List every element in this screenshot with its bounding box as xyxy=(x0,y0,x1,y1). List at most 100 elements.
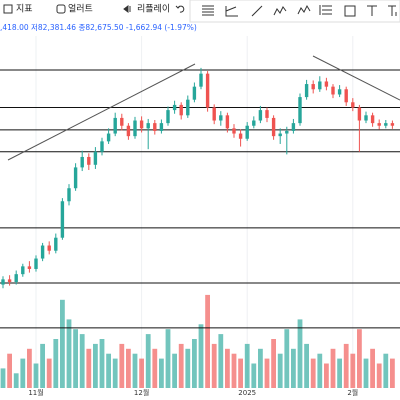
candle-body xyxy=(34,258,38,269)
candle-body xyxy=(324,81,329,87)
volume-bar xyxy=(178,343,184,388)
toolbar-item[interactable]: 얼러트 xyxy=(68,4,93,15)
candle-body xyxy=(364,115,368,121)
tool-icon[interactable] xyxy=(251,5,263,17)
volume-bar xyxy=(185,348,191,388)
drawing-toolbar xyxy=(189,0,400,23)
candle-body xyxy=(298,97,302,124)
volume-bar xyxy=(33,363,39,388)
candle-body xyxy=(192,86,197,100)
volume-bar xyxy=(139,358,144,388)
x-tick-label: 2025 xyxy=(238,389,256,397)
candle-body xyxy=(199,73,203,87)
candle-body xyxy=(80,156,84,168)
tool-icon[interactable] xyxy=(388,5,397,16)
candle-body xyxy=(106,133,111,142)
candle-body xyxy=(113,117,117,134)
volume-bar xyxy=(86,348,92,388)
tool-icon[interactable] xyxy=(225,6,238,17)
candle-body xyxy=(351,102,355,108)
volume-bar xyxy=(198,324,204,388)
icon xyxy=(123,5,131,13)
tool-icon[interactable] xyxy=(202,5,214,16)
undo-icon[interactable] xyxy=(175,5,185,13)
candle-body xyxy=(291,123,296,131)
volume-bar xyxy=(277,353,283,388)
volume-bar xyxy=(363,358,369,388)
volume-bar xyxy=(7,353,12,388)
candle-body xyxy=(212,107,216,121)
candle-body xyxy=(205,73,210,108)
x-tick-label: 2월 xyxy=(347,388,358,397)
candle-body xyxy=(67,188,71,202)
candle-body xyxy=(21,266,25,275)
tool-icon[interactable] xyxy=(273,6,287,16)
toolbar-item[interactable]: 지표 xyxy=(16,4,33,15)
candle-body xyxy=(93,151,98,165)
candle-body xyxy=(278,133,282,137)
candle-body xyxy=(357,107,362,121)
volume-bar xyxy=(112,358,118,388)
volume-bar xyxy=(304,343,309,388)
volume-bar xyxy=(218,334,224,388)
volume-bar xyxy=(357,329,362,388)
volume-bar xyxy=(53,339,59,388)
volume-bar xyxy=(264,358,270,388)
volume-bar xyxy=(172,353,177,388)
volume-bar xyxy=(324,363,329,388)
candle-body xyxy=(146,123,150,129)
volume-bar xyxy=(238,358,243,388)
tool-icon[interactable] xyxy=(319,5,332,15)
volume-bar xyxy=(99,339,105,388)
candle-body xyxy=(219,115,223,121)
candle-body xyxy=(159,123,164,131)
tool-icon[interactable] xyxy=(297,4,311,15)
volume-bar xyxy=(152,348,158,388)
tool-icon[interactable] xyxy=(367,5,377,16)
volume-bar xyxy=(211,343,217,388)
candle-body xyxy=(331,86,335,95)
volume-bar xyxy=(40,343,45,388)
volume-bar xyxy=(13,373,19,388)
candle-body xyxy=(27,266,32,269)
candle-body xyxy=(133,120,137,137)
volume-bar xyxy=(376,363,382,388)
volume-bar xyxy=(271,339,276,388)
volume-bar xyxy=(66,319,72,388)
tool-icon[interactable] xyxy=(344,5,356,17)
volume-bar xyxy=(132,353,138,388)
volume-bar xyxy=(225,348,230,388)
ohlc-legend: ,418.00 저82,381.46 종82,675.50 -1,662.94 … xyxy=(0,23,197,32)
volume-bar xyxy=(145,334,151,388)
candle-body xyxy=(285,130,289,134)
candle-body xyxy=(271,117,276,137)
candle-body xyxy=(153,123,157,131)
candle-body xyxy=(258,110,263,121)
volume-bar xyxy=(192,339,197,388)
candle-body xyxy=(225,115,230,129)
candle-body xyxy=(344,89,348,103)
candle-body xyxy=(377,123,381,126)
volume-bar xyxy=(159,358,164,388)
candle-body xyxy=(126,125,131,137)
volume-bar xyxy=(350,353,356,388)
candle-body xyxy=(252,120,256,126)
volume-bar xyxy=(383,353,389,388)
candle-body xyxy=(60,201,65,238)
candle-body xyxy=(87,156,91,165)
volume-bar xyxy=(244,343,250,388)
volume-bar xyxy=(46,358,52,388)
volume-bar xyxy=(291,348,296,388)
toolbar-item[interactable]: 리플레이 xyxy=(137,4,170,15)
candle-body xyxy=(337,89,342,95)
volume-bar xyxy=(119,343,125,388)
candle-body xyxy=(47,245,51,251)
candle-body xyxy=(172,104,177,111)
trend-line xyxy=(312,55,400,101)
volume-bar xyxy=(284,329,290,388)
candle-body xyxy=(139,120,144,129)
candle-body xyxy=(245,125,249,139)
candle-body xyxy=(186,99,190,116)
volume-bar xyxy=(165,329,171,388)
